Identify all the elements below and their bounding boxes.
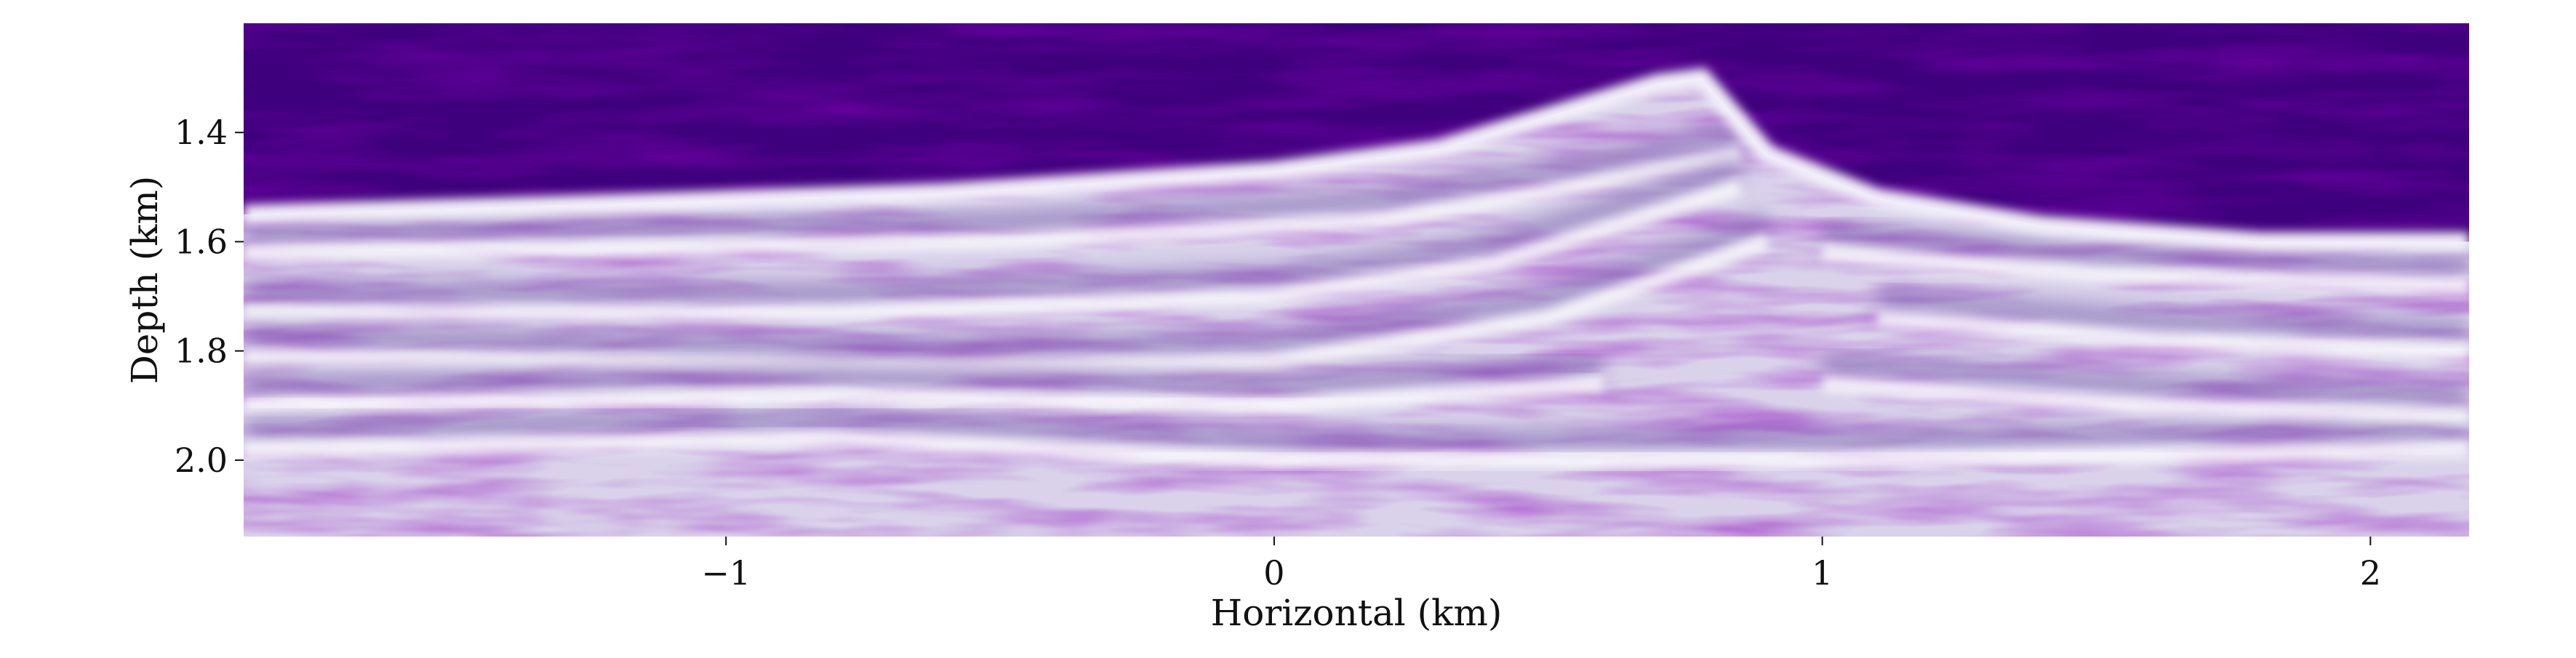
reflector-trough — [1876, 288, 2469, 343]
reflector-trough — [244, 353, 1604, 398]
y-axis: 1.4 1.6 1.8 2.0 — [175, 113, 244, 480]
y-tick-label: 2.0 — [175, 441, 228, 480]
x-axis: −1 0 1 2 — [701, 537, 2381, 593]
reflector-peak — [1821, 375, 2469, 425]
reflector-trough — [244, 124, 1743, 245]
x-tick-label: 2 — [2360, 553, 2381, 593]
seismic-image — [244, 23, 2469, 537]
reflector-trough — [244, 212, 1772, 360]
x-tick-label: −1 — [701, 553, 751, 593]
reflector-group — [244, 124, 2469, 468]
y-axis-label: Depth (km) — [124, 176, 166, 385]
seafloor-reflector — [244, 68, 2469, 252]
x-axis-label: Horizontal (km) — [1211, 592, 1503, 634]
reflector-peak — [244, 430, 2469, 468]
reflector-peak — [244, 179, 1743, 321]
reflector-peak — [244, 146, 1742, 261]
reflector-trough — [1821, 222, 2469, 278]
reflector-trough — [244, 408, 2469, 452]
reflector-peak — [244, 375, 1604, 414]
reflector-peak — [1876, 310, 2469, 359]
reflector-trough — [244, 157, 1744, 305]
reflector-trough — [1821, 353, 2469, 409]
reflector-peak — [1821, 244, 2469, 294]
y-tick-label: 1.6 — [175, 222, 228, 261]
y-tick-label: 1.4 — [175, 113, 228, 152]
reflector-peak — [244, 234, 1770, 376]
y-tick-label: 1.8 — [175, 332, 228, 371]
x-tick-label: 1 — [1812, 553, 1833, 593]
x-tick-label: 0 — [1263, 553, 1284, 593]
